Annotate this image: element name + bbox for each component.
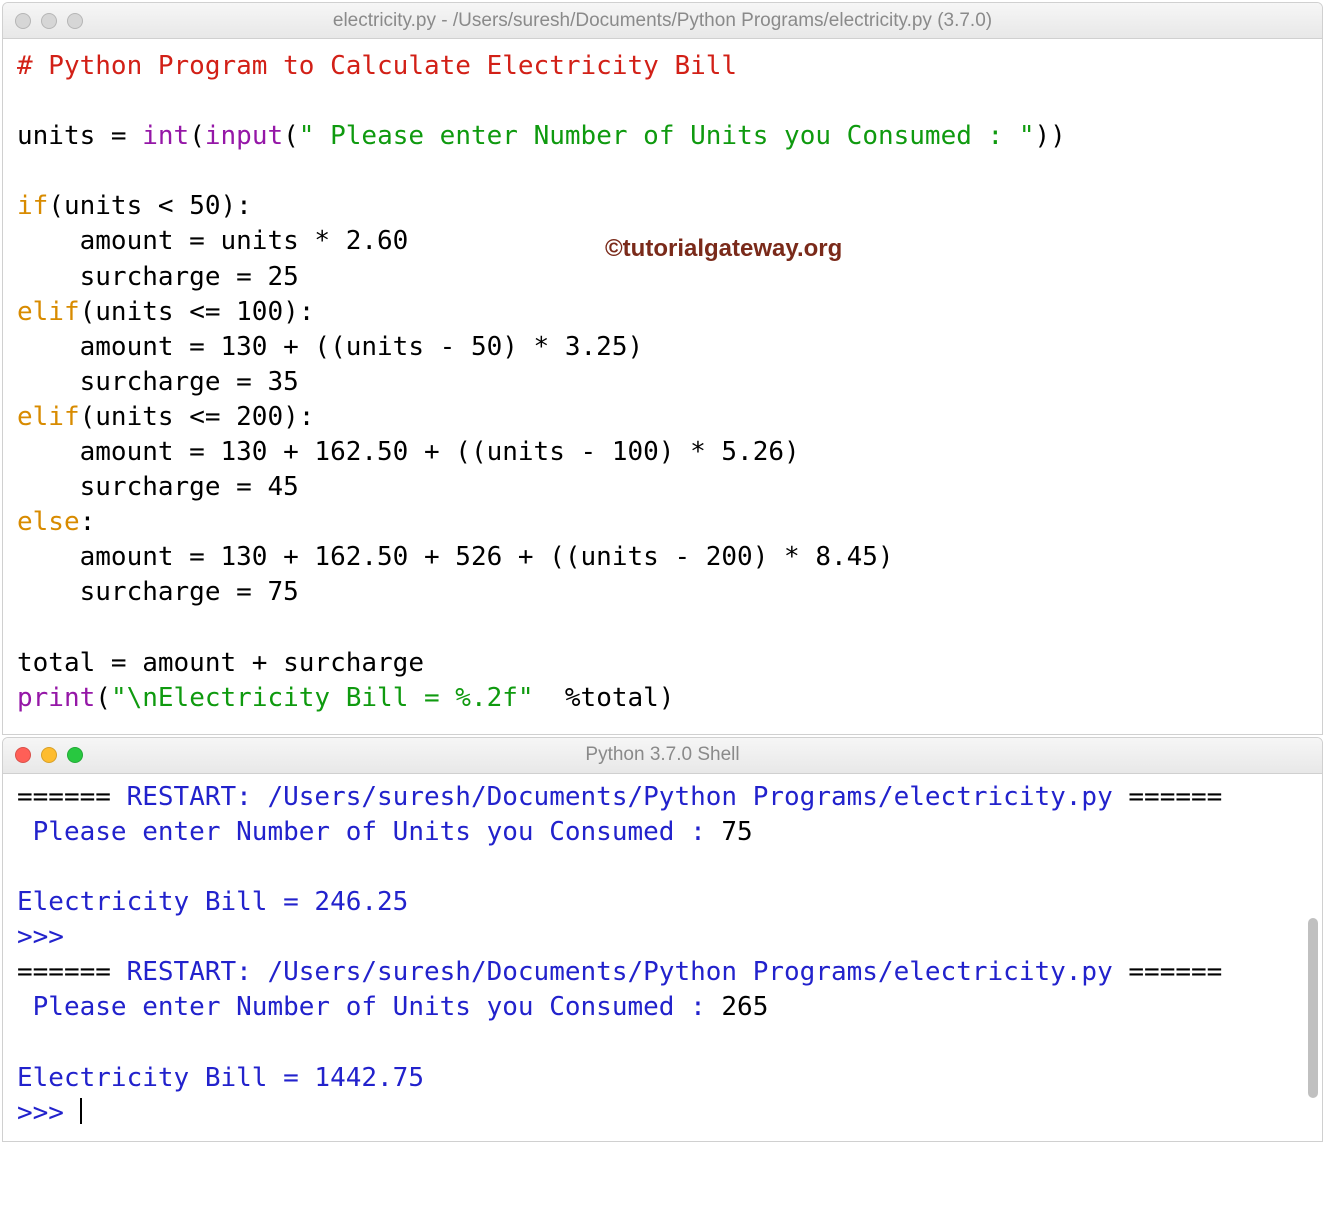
code-text: ( bbox=[189, 121, 205, 151]
shell-output-area[interactable]: ====== RESTART: /Users/suresh/Documents/… bbox=[3, 774, 1322, 1141]
shell-sep: ====== bbox=[17, 782, 111, 812]
shell-output: Electricity Bill = 246.25 bbox=[17, 887, 408, 917]
shell-restart: RESTART: /Users/suresh/Documents/Python … bbox=[111, 957, 1128, 987]
code-text: ( bbox=[95, 683, 111, 713]
code-text: : bbox=[80, 507, 96, 537]
code-builtin: print bbox=[17, 683, 95, 713]
code-keyword: elif bbox=[17, 402, 80, 432]
code-text: amount = 130 + ((units - 50) * 3.25) bbox=[17, 332, 643, 362]
code-string: " Please enter Number of Units you Consu… bbox=[299, 121, 1035, 151]
traffic-lights bbox=[15, 13, 83, 29]
shell-sep: ====== bbox=[1128, 957, 1222, 987]
close-icon[interactable] bbox=[15, 13, 31, 29]
code-string: "\nElectricity Bill = %.2f" bbox=[111, 683, 534, 713]
editor-window: electricity.py - /Users/suresh/Documents… bbox=[2, 2, 1323, 735]
shell-prompt-text: Please enter Number of Units you Consume… bbox=[17, 817, 721, 847]
shell-prompt-text: Please enter Number of Units you Consume… bbox=[17, 992, 721, 1022]
zoom-icon[interactable] bbox=[67, 747, 83, 763]
code-text: surcharge = 75 bbox=[17, 577, 299, 607]
code-keyword: if bbox=[17, 191, 48, 221]
code-comment: # Python Program to Calculate Electricit… bbox=[17, 51, 737, 81]
code-builtin: int bbox=[142, 121, 189, 151]
code-text: amount = units * 2.60 bbox=[17, 226, 408, 256]
traffic-lights bbox=[15, 747, 83, 763]
code-text: (units <= 100): bbox=[80, 297, 315, 327]
shell-input-value: 75 bbox=[721, 817, 752, 847]
cursor-icon bbox=[80, 1098, 82, 1124]
code-text: surcharge = 45 bbox=[17, 472, 299, 502]
code-text: units = bbox=[17, 121, 142, 151]
shell-window: Python 3.7.0 Shell ====== RESTART: /User… bbox=[2, 737, 1323, 1142]
shell-titlebar[interactable]: Python 3.7.0 Shell bbox=[3, 738, 1322, 774]
code-keyword: elif bbox=[17, 297, 80, 327]
shell-output: Electricity Bill = 1442.75 bbox=[17, 1063, 424, 1093]
shell-prompt: >>> bbox=[17, 1098, 80, 1128]
code-text: ( bbox=[283, 121, 299, 151]
close-icon[interactable] bbox=[15, 747, 31, 763]
minimize-icon[interactable] bbox=[41, 13, 57, 29]
shell-title: Python 3.7.0 Shell bbox=[15, 744, 1310, 766]
code-text: )) bbox=[1035, 121, 1066, 151]
minimize-icon[interactable] bbox=[41, 747, 57, 763]
code-text: amount = 130 + 162.50 + ((units - 100) *… bbox=[17, 437, 800, 467]
zoom-icon[interactable] bbox=[67, 13, 83, 29]
code-text: surcharge = 35 bbox=[17, 367, 299, 397]
shell-sep: ====== bbox=[17, 957, 111, 987]
shell-sep: ====== bbox=[1128, 782, 1222, 812]
code-keyword: else bbox=[17, 507, 80, 537]
scrollbar-thumb[interactable] bbox=[1308, 918, 1318, 1098]
code-text: (units <= 200): bbox=[80, 402, 315, 432]
code-builtin: input bbox=[205, 121, 283, 151]
editor-title: electricity.py - /Users/suresh/Documents… bbox=[15, 10, 1310, 32]
editor-code-area[interactable]: # Python Program to Calculate Electricit… bbox=[3, 39, 1322, 734]
code-text: surcharge = 25 bbox=[17, 262, 299, 292]
watermark-text: ©tutorialgateway.org bbox=[605, 233, 842, 265]
shell-input-value: 265 bbox=[721, 992, 768, 1022]
code-text: (units < 50): bbox=[48, 191, 252, 221]
code-text: amount = 130 + 162.50 + 526 + ((units - … bbox=[17, 542, 894, 572]
code-text: total = amount + surcharge bbox=[17, 648, 424, 678]
shell-prompt: >>> bbox=[17, 922, 80, 952]
code-text: %total) bbox=[534, 683, 675, 713]
editor-titlebar[interactable]: electricity.py - /Users/suresh/Documents… bbox=[3, 3, 1322, 39]
shell-restart: RESTART: /Users/suresh/Documents/Python … bbox=[111, 782, 1128, 812]
